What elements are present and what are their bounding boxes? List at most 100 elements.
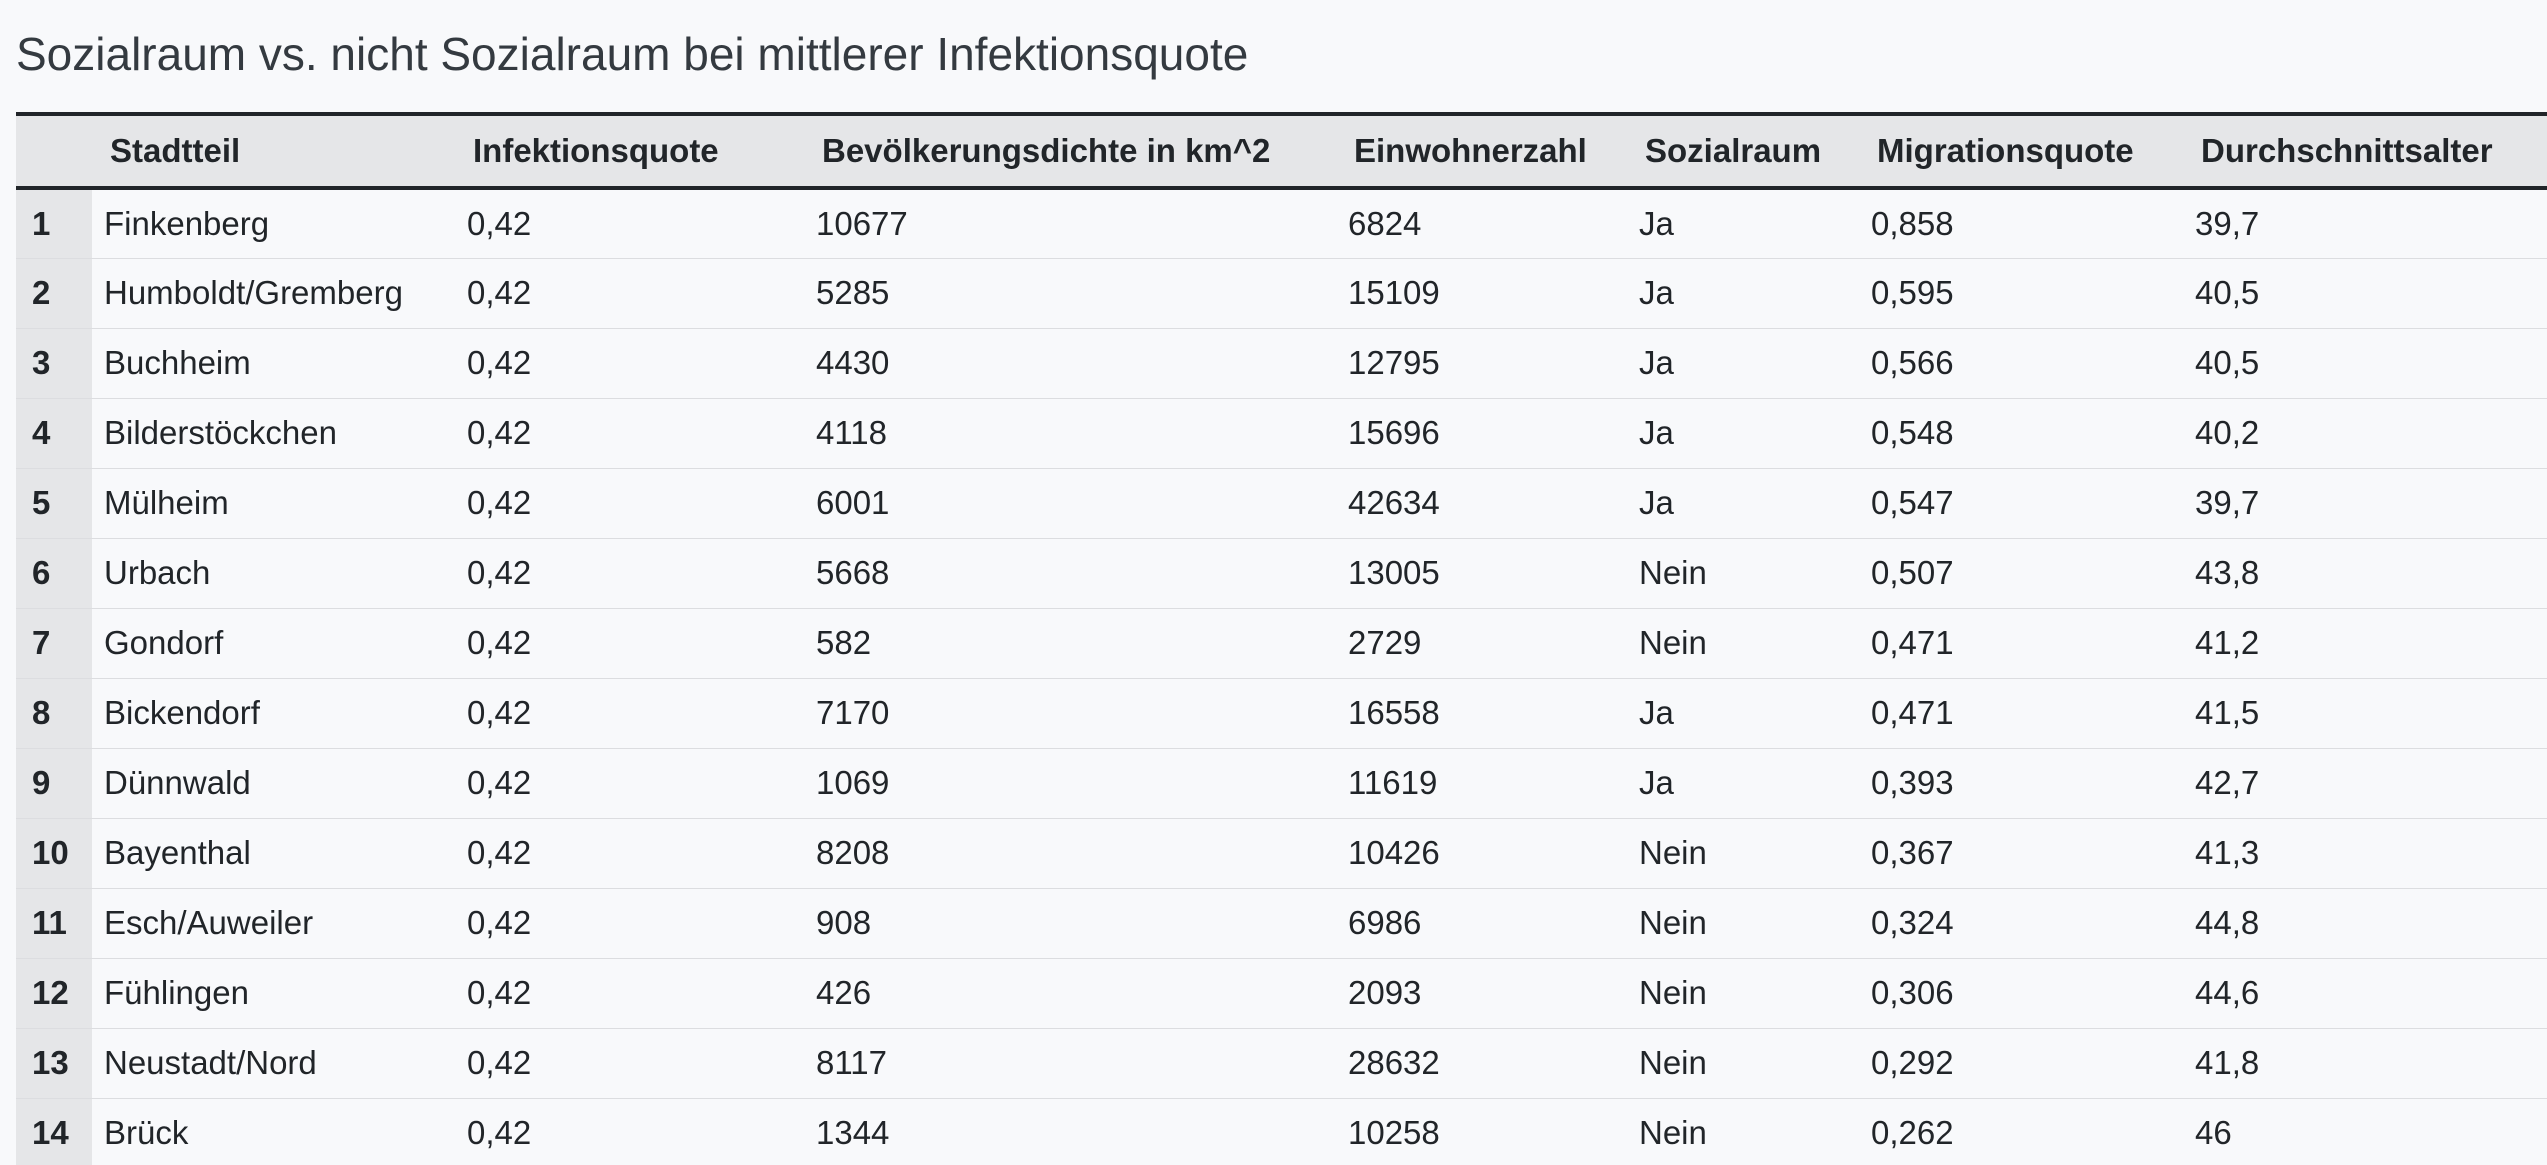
cell-sozialraum: Nein xyxy=(1639,834,1707,871)
table-row: 2 Humboldt/Gremberg 0,42 5285 15109 Ja 0,595 40… xyxy=(16,258,2547,328)
cell-infektionsquote: 0,42 xyxy=(467,1044,532,1081)
cell-durchschnittsalter: 46 xyxy=(2195,1114,2232,1151)
table-row: 11 Esch/Auweiler 0,42 908 6986 Nein 0,324 44,8 xyxy=(16,888,2547,958)
cell-infektionsquote: 0,42 xyxy=(467,1114,532,1151)
column-header-index xyxy=(16,114,92,188)
row-index: 8 xyxy=(16,678,92,748)
cell-sozialraum: Nein xyxy=(1639,624,1707,661)
table-row: 8 Bickendorf 0,42 7170 16558 Ja 0,471 41,5 xyxy=(16,678,2547,748)
row-index: 12 xyxy=(16,958,92,1028)
cell-infektionsquote: 0,42 xyxy=(467,694,532,731)
cell-einwohnerzahl: 10426 xyxy=(1348,834,1440,871)
cell-durchschnittsalter: 41,3 xyxy=(2195,834,2260,871)
row-index: 4 xyxy=(16,398,92,468)
cell-durchschnittsalter: 39,7 xyxy=(2195,204,2260,242)
cell-bevoelkerungsdichte: 1069 xyxy=(816,764,890,801)
cell-infektionsquote: 0,42 xyxy=(467,624,532,661)
cell-einwohnerzahl: 42634 xyxy=(1348,484,1440,521)
cell-sozialraum: Nein xyxy=(1639,554,1707,591)
table-row: 13 Neustadt/Nord 0,42 8117 28632 Nein 0,292 41,… xyxy=(16,1028,2547,1098)
column-header-bevoelkerungsdichte: Bevölkerungsdichte in km^2 xyxy=(822,132,1271,169)
column-header-einwohnerzahl: Einwohnerzahl xyxy=(1354,132,1587,169)
cell-bevoelkerungsdichte: 4118 xyxy=(816,414,887,451)
cell-einwohnerzahl: 6986 xyxy=(1348,904,1422,941)
cell-bevoelkerungsdichte: 7170 xyxy=(816,694,890,731)
cell-sozialraum: Ja xyxy=(1639,484,1674,521)
cell-bevoelkerungsdichte: 5668 xyxy=(816,554,890,591)
cell-migrationsquote: 0,471 xyxy=(1871,624,1954,661)
cell-sozialraum: Ja xyxy=(1639,694,1674,731)
cell-sozialraum: Ja xyxy=(1639,274,1674,311)
cell-stadtteil: Bickendorf xyxy=(104,694,260,731)
table-row: 5 Mülheim 0,42 6001 42634 Ja 0,547 39,7 xyxy=(16,468,2547,538)
column-header-durchschnittsalter: Durchschnittsalter xyxy=(2201,132,2493,169)
cell-durchschnittsalter: 42,7 xyxy=(2195,764,2260,801)
cell-migrationsquote: 0,262 xyxy=(1871,1114,1954,1151)
cell-bevoelkerungsdichte: 582 xyxy=(816,624,872,661)
row-index: 1 xyxy=(16,188,92,258)
cell-migrationsquote: 0,367 xyxy=(1871,834,1954,871)
cell-bevoelkerungsdichte: 8117 xyxy=(816,1044,887,1081)
cell-infektionsquote: 0,42 xyxy=(467,484,532,521)
row-index: 13 xyxy=(16,1028,92,1098)
data-table: Stadtteil Infektionsquote Bevölkerungsdi… xyxy=(16,112,2547,1165)
cell-bevoelkerungsdichte: 1344 xyxy=(816,1114,890,1151)
cell-stadtteil: Dünnwald xyxy=(104,764,251,801)
cell-infektionsquote: 0,42 xyxy=(467,834,532,871)
column-header-sozialraum: Sozialraum xyxy=(1645,132,1822,169)
cell-bevoelkerungsdichte: 10677 xyxy=(816,204,908,242)
cell-sozialraum: Nein xyxy=(1639,904,1707,941)
table-row: 14 Brück 0,42 1344 10258 Nein 0,262 46 xyxy=(16,1098,2547,1165)
cell-bevoelkerungsdichte: 6001 xyxy=(816,484,890,521)
cell-stadtteil: Humboldt/Gremberg xyxy=(104,274,403,311)
cell-einwohnerzahl: 12795 xyxy=(1348,344,1440,381)
table-row: 12 Fühlingen 0,42 426 2093 Nein 0,306 44,6 xyxy=(16,958,2547,1028)
cell-durchschnittsalter: 39,7 xyxy=(2195,484,2260,521)
cell-migrationsquote: 0,292 xyxy=(1871,1044,1954,1081)
table-row: 6 Urbach 0,42 5668 13005 Nein 0,507 43,8 xyxy=(16,538,2547,608)
cell-einwohnerzahl: 10258 xyxy=(1348,1114,1440,1151)
cell-migrationsquote: 0,595 xyxy=(1871,274,1954,311)
cell-stadtteil: Bayenthal xyxy=(104,834,251,871)
cell-migrationsquote: 0,507 xyxy=(1871,554,1954,591)
cell-durchschnittsalter: 44,6 xyxy=(2195,974,2260,1011)
cell-durchschnittsalter: 41,5 xyxy=(2195,694,2260,731)
cell-sozialraum: Ja xyxy=(1639,204,1674,242)
table-row: 10 Bayenthal 0,42 8208 10426 Nein 0,367 41,3 xyxy=(16,818,2547,888)
cell-einwohnerzahl: 28632 xyxy=(1348,1044,1440,1081)
table-header: Stadtteil Infektionsquote Bevölkerungsdi… xyxy=(16,114,2547,188)
cell-infektionsquote: 0,42 xyxy=(467,414,532,451)
cell-migrationsquote: 0,471 xyxy=(1871,694,1954,731)
table-row: 3 Buchheim 0,42 4430 12795 Ja 0,566 40,5 xyxy=(16,328,2547,398)
cell-infektionsquote: 0,42 xyxy=(467,904,532,941)
cell-durchschnittsalter: 40,2 xyxy=(2195,414,2260,451)
cell-einwohnerzahl: 13005 xyxy=(1348,554,1440,591)
cell-einwohnerzahl: 15109 xyxy=(1348,274,1440,311)
table-row: 9 Dünnwald 0,42 1069 11619 Ja 0,393 42,7 xyxy=(16,748,2547,818)
column-header-stadtteil: Stadtteil xyxy=(110,132,241,169)
table-body: 1 Finkenberg 0,42 10677 6824 Ja 0,858 39,7 2 Humb… xyxy=(16,188,2547,1165)
cell-durchschnittsalter: 43,8 xyxy=(2195,554,2260,591)
cell-stadtteil: Gondorf xyxy=(104,624,224,661)
cell-sozialraum: Nein xyxy=(1639,974,1707,1011)
cell-infektionsquote: 0,42 xyxy=(467,554,532,591)
cell-bevoelkerungsdichte: 5285 xyxy=(816,274,890,311)
row-index: 7 xyxy=(16,608,92,678)
cell-migrationsquote: 0,858 xyxy=(1871,204,1954,242)
cell-durchschnittsalter: 41,8 xyxy=(2195,1044,2260,1081)
cell-durchschnittsalter: 41,2 xyxy=(2195,624,2260,661)
table-row: 4 Bilderstöckchen 0,42 4118 15696 Ja 0,548 40,2 xyxy=(16,398,2547,468)
cell-migrationsquote: 0,547 xyxy=(1871,484,1954,521)
cell-infektionsquote: 0,42 xyxy=(467,204,532,242)
cell-stadtteil: Mülheim xyxy=(104,484,229,521)
cell-stadtteil: Buchheim xyxy=(104,344,251,381)
column-header-migrationsquote: Migrationsquote xyxy=(1877,132,2134,169)
cell-infektionsquote: 0,42 xyxy=(467,764,532,801)
table-header-row: Stadtteil Infektionsquote Bevölkerungsdi… xyxy=(16,114,2547,188)
cell-infektionsquote: 0,42 xyxy=(467,974,532,1011)
table-row: 1 Finkenberg 0,42 10677 6824 Ja 0,858 39,7 xyxy=(16,188,2547,258)
cell-stadtteil: Esch/Auweiler xyxy=(104,904,314,941)
cell-durchschnittsalter: 44,8 xyxy=(2195,904,2260,941)
cell-bevoelkerungsdichte: 4430 xyxy=(816,344,890,381)
